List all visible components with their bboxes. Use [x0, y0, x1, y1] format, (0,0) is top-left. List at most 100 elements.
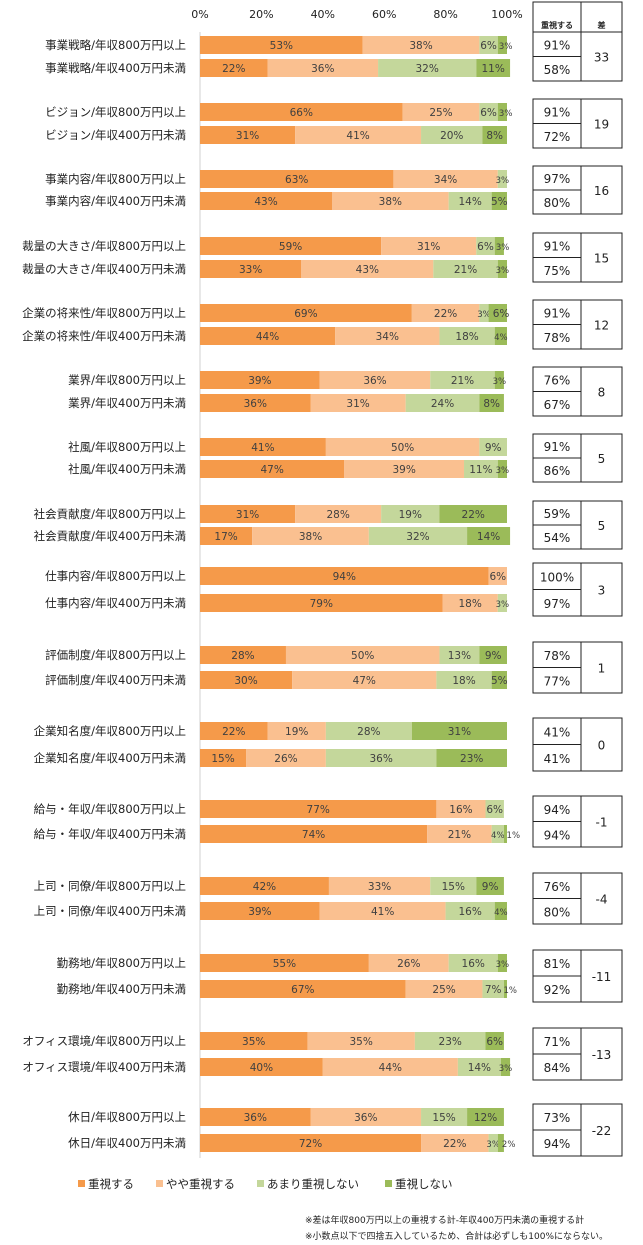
total-value: 94% [544, 803, 571, 817]
data-label: 22% [222, 63, 245, 75]
bar-segment-2 [267, 722, 326, 740]
data-label: 22% [443, 1138, 466, 1150]
category-label: 上司・同僚/年収400万円未満 [34, 904, 186, 918]
bar-segment-1 [200, 170, 394, 188]
category-label: 企業の将来性/年収800万円以上 [22, 306, 186, 320]
data-label: 1% [504, 986, 518, 996]
data-label: 41% [371, 906, 394, 918]
category-label: オフィス環境/年収800万円以上 [22, 1034, 186, 1048]
data-label: 3% [496, 266, 510, 276]
data-label: 21% [451, 375, 474, 387]
total-value: 80% [544, 196, 571, 210]
data-label: 33% [368, 881, 391, 893]
bar-segment-3 [464, 460, 498, 478]
diff-value: 5 [598, 452, 606, 466]
bar-segment-2 [319, 371, 431, 389]
bar-segment-2 [285, 646, 440, 664]
bar-segment-3 [445, 902, 495, 920]
bar-segment-1 [200, 371, 320, 389]
data-label: 16% [449, 804, 472, 816]
data-label: 41% [346, 130, 369, 142]
data-label: 9% [485, 442, 502, 454]
table-diff-cell [580, 641, 623, 694]
data-label: 15% [211, 753, 234, 765]
total-value: 94% [544, 828, 571, 842]
data-label: 14% [477, 531, 500, 543]
total-value: 59% [544, 507, 571, 521]
data-label: 36% [354, 1112, 377, 1124]
bar-segment-1 [200, 394, 311, 412]
footnote-diff: ※差は年収800万円以上の重視する計-年収400万円未満の重視する計 [305, 1216, 585, 1226]
data-label: 6% [480, 107, 497, 119]
bar-segment-3 [325, 722, 412, 740]
total-value: 78% [544, 331, 571, 345]
bar-segment-1 [200, 327, 336, 345]
bar-segment-3 [448, 192, 492, 210]
diff-value: -4 [596, 893, 608, 907]
bar-segment-3 [421, 1108, 468, 1126]
category-label: 上司・同僚/年収800万円以上 [34, 879, 186, 893]
data-label: 36% [363, 375, 386, 387]
bar-segment-4 [479, 394, 504, 412]
data-label: 2% [502, 1140, 516, 1150]
data-label: 3% [499, 42, 513, 52]
bar-segment-3 [448, 954, 498, 972]
data-label: 41% [251, 442, 274, 454]
data-label: 19% [399, 509, 422, 521]
data-label: 74% [302, 829, 325, 841]
legend-label: 重視しない [395, 1177, 453, 1191]
bar-segment-2 [328, 877, 431, 895]
bar-segment-3 [405, 394, 480, 412]
bar-segment-3 [479, 304, 489, 322]
bar-segment-3 [479, 103, 498, 121]
category-label: 社風/年収800万円以上 [68, 440, 186, 454]
data-label: 67% [291, 984, 314, 996]
category-label: 勤務地/年収800万円以上 [57, 956, 186, 970]
table-diff-cell [580, 433, 623, 483]
data-label: 34% [376, 331, 399, 343]
bar-segment-4 [494, 237, 504, 255]
total-value: 91% [544, 105, 571, 119]
data-label: 4% [494, 908, 508, 918]
data-label: 63% [285, 174, 308, 186]
data-label: 3% [486, 1140, 500, 1150]
bar-segment-3 [457, 1058, 501, 1076]
total-value: 73% [544, 1111, 571, 1125]
data-label: 33% [239, 264, 262, 276]
data-label: 4% [494, 333, 508, 343]
category-label: 企業の将来性/年収400万円未満 [22, 329, 186, 343]
data-label: 16% [458, 906, 481, 918]
bar-segment-4 [497, 460, 507, 478]
total-value: 81% [544, 957, 571, 971]
x-tick-label: 20% [249, 8, 273, 21]
data-label: 25% [432, 984, 455, 996]
data-label: 53% [270, 40, 293, 52]
bar-segment-3 [497, 170, 507, 188]
data-label: 3% [499, 109, 513, 119]
bar-segment-4 [436, 749, 507, 767]
category-label: 評価制度/年収400万円未満 [45, 673, 186, 687]
legend-label: あまり重視しない [267, 1177, 359, 1191]
bar-segment-3 [414, 1032, 486, 1050]
data-label: 55% [273, 958, 296, 970]
data-label: 15% [442, 881, 465, 893]
bar-segment-3 [479, 36, 498, 54]
category-label: 評価制度/年収800万円以上 [45, 648, 186, 662]
data-label: 6% [480, 40, 497, 52]
data-label: 14% [468, 1062, 491, 1074]
data-label: 21% [448, 829, 471, 841]
data-label: 16% [462, 958, 485, 970]
data-label: 66% [290, 107, 313, 119]
diff-value: -22 [592, 1124, 612, 1138]
bar-segment-2 [436, 800, 486, 818]
category-label: 給与・年収/年収800万円以上 [34, 802, 186, 816]
diff-value: 33 [594, 51, 609, 65]
bar-segment-3 [479, 438, 507, 456]
bar-segment-4 [476, 877, 504, 895]
bar-segment-4 [482, 126, 507, 144]
category-label: 仕事内容/年収400万円未満 [45, 596, 186, 610]
data-label: 36% [244, 1112, 267, 1124]
total-value: 54% [544, 531, 571, 545]
data-label: 43% [254, 196, 277, 208]
